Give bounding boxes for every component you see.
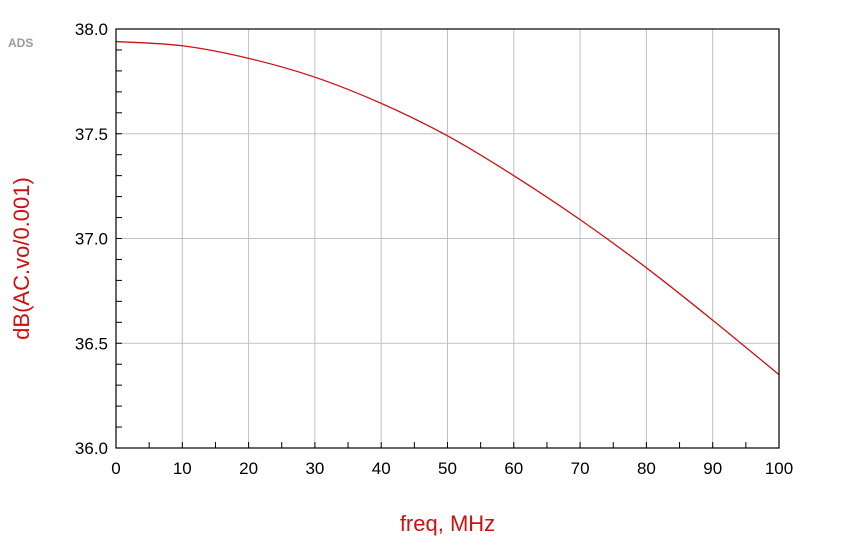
x-tick-label: 70 [571,459,590,478]
series-layer [115,40,780,376]
x-tick-label: 100 [765,459,793,478]
x-tick-label: 20 [239,459,258,478]
x-tick-label: 50 [438,459,457,478]
x-tick-label: 60 [504,459,523,478]
y-tick-label: 38.0 [75,20,108,39]
ads-watermark: ADS [8,36,33,50]
plot-frame [115,28,780,449]
x-tick-label: 80 [637,459,656,478]
x-axis-label: freq, MHz [400,511,495,536]
x-tick-label: 30 [305,459,324,478]
y-tick-label: 36.0 [75,439,108,458]
y-tick-label: 37.0 [75,230,108,249]
x-tick-label: 90 [703,459,722,478]
x-tick-label: 40 [372,459,391,478]
y-tick-label: 37.5 [75,125,108,144]
y-tick-labels: 36.0 36.5 37.0 37.5 38.0 [75,20,108,458]
x-tick-labels: 0 10 20 30 40 50 60 70 80 90 100 [111,459,793,478]
y-tick-label: 36.5 [75,334,108,353]
grid [115,28,780,449]
series-line [115,40,780,376]
x-tick-label: 0 [111,459,120,478]
y-axis-label: dB(AC.vo/0.001) [9,177,34,340]
x-tick-label: 10 [173,459,192,478]
